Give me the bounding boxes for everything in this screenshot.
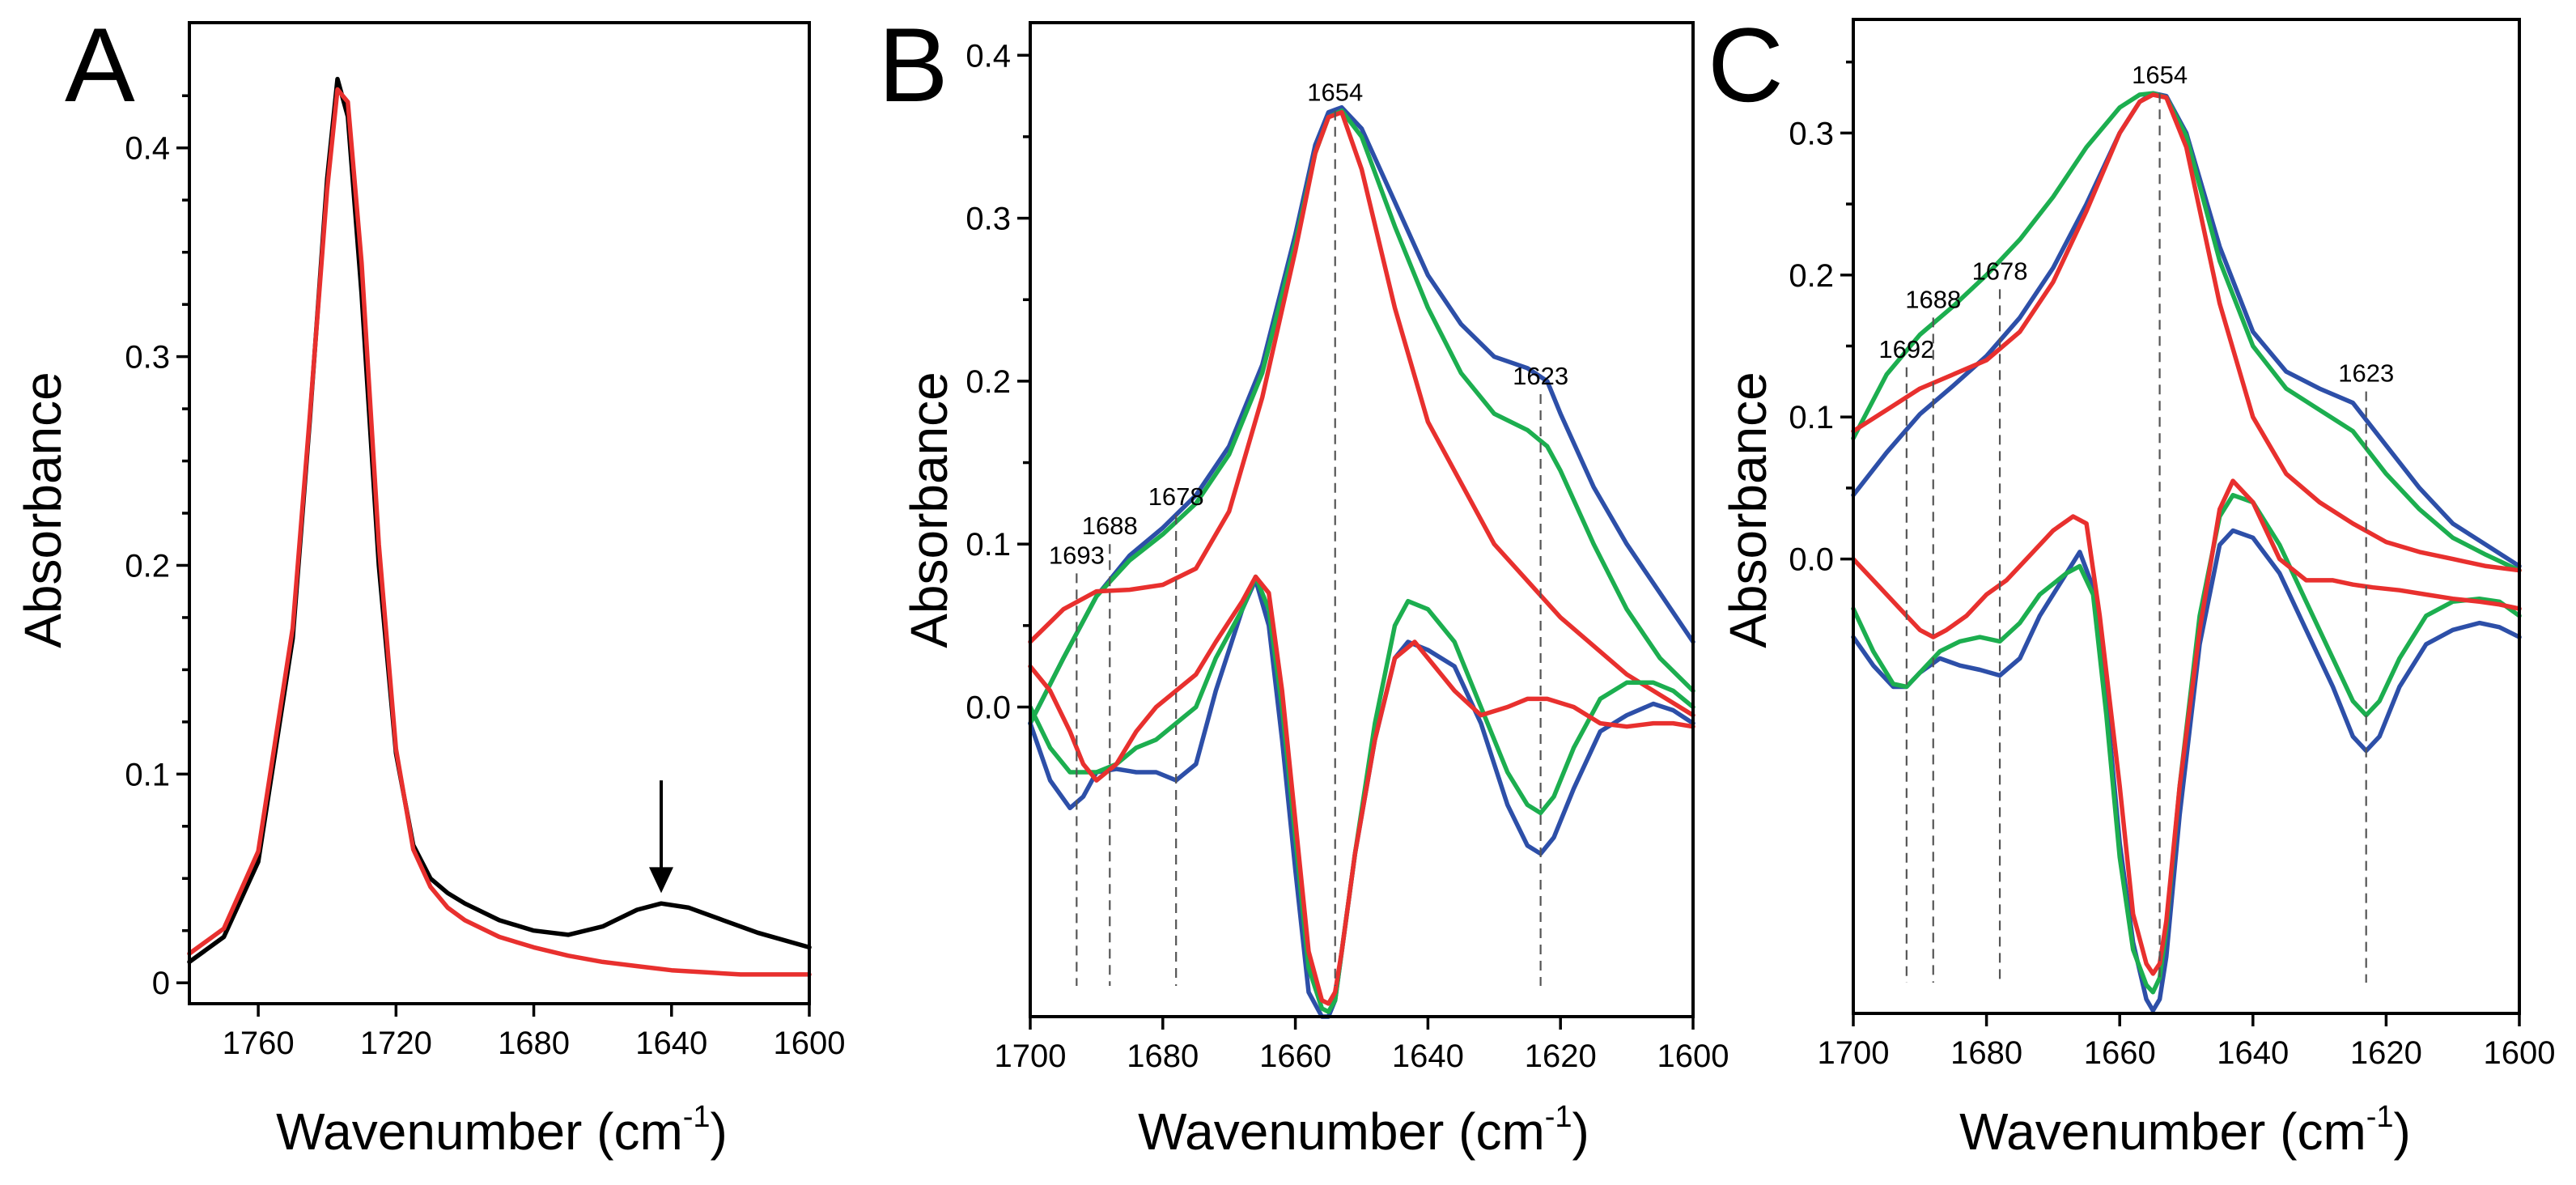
plot-frame bbox=[188, 21, 811, 1005]
y-tick-label: 0.0 bbox=[965, 690, 1011, 726]
series-blue-absorbance-line bbox=[1851, 91, 2522, 569]
series-blue-absorbance-line bbox=[1028, 104, 1695, 726]
series-red-absorbance-line bbox=[1028, 109, 1695, 718]
panel-c: C 0.0 0.1 0.2 0.3 1700 1680 1660 1640 1620 1600 Abs… bbox=[1708, 6, 2555, 1161]
x-tick-label: 1660 bbox=[1259, 1038, 1331, 1074]
plot-frame bbox=[1852, 18, 2521, 1015]
y-tick-label: 0.0 bbox=[1789, 542, 1834, 578]
panel-a: A 0 0.1 0.2 0.3 0.4 1760 1720 1680 1640 1600 Absorb… bbox=[14, 6, 845, 1161]
x-axis-label-main: Wavenumber (cm bbox=[276, 1102, 683, 1161]
peak-label: 1654 bbox=[1307, 79, 1363, 107]
x-axis-label-superscript: -1 bbox=[2366, 1100, 2394, 1134]
x-tick-label: 1600 bbox=[1657, 1038, 1729, 1074]
y-tick-label: 0.2 bbox=[965, 364, 1011, 400]
x-tick-label: 1600 bbox=[774, 1026, 846, 1061]
panel-letter: C bbox=[1708, 6, 1784, 124]
x-axis-label-tail: ) bbox=[711, 1102, 728, 1161]
x-tick-label: 1620 bbox=[2350, 1035, 2422, 1071]
panel-letter: B bbox=[878, 6, 948, 124]
x-tick-label: 1680 bbox=[1127, 1038, 1199, 1074]
series-red-second-derivative-line bbox=[1028, 574, 1695, 1006]
x-tick-label: 1640 bbox=[635, 1026, 707, 1061]
peak-label: 1678 bbox=[1148, 482, 1204, 511]
series-red-second-derivative-line bbox=[1851, 478, 2522, 976]
arrow-icon-head bbox=[649, 867, 674, 894]
series-green-second-derivative-line bbox=[1028, 574, 1695, 1014]
x-axis-label-tail: ) bbox=[2394, 1102, 2411, 1161]
y-tick-label: 0.4 bbox=[965, 38, 1011, 74]
series-green-second-derivative-line bbox=[1851, 492, 2522, 995]
peak-label: 1688 bbox=[1082, 512, 1138, 540]
series-group bbox=[187, 76, 812, 977]
x-tick-label: 1620 bbox=[1525, 1038, 1597, 1074]
x-tick-label: 1700 bbox=[995, 1038, 1067, 1074]
series-green-absorbance-line bbox=[1028, 108, 1695, 726]
peak-label: 1654 bbox=[2132, 61, 2188, 89]
x-tick-label: 1700 bbox=[1818, 1035, 1890, 1071]
y-tick-label: 0.1 bbox=[1789, 400, 1834, 435]
x-tick-label: 1680 bbox=[1950, 1035, 2022, 1071]
y-tick-label: 0.3 bbox=[125, 340, 170, 376]
x-tick-label: 1660 bbox=[2084, 1035, 2156, 1071]
panel-b: B 0.0 0.1 0.2 0.3 0.4 1700 1680 1660 1640 1620 1600… bbox=[878, 6, 1729, 1161]
y-axis-label: Absorbance bbox=[1719, 372, 1777, 648]
peak-label: 1623 bbox=[2338, 359, 2394, 388]
y-tick-label: 0.3 bbox=[1789, 116, 1834, 151]
y-axis-label: Absorbance bbox=[14, 372, 72, 648]
y-tick-label: 0.1 bbox=[965, 527, 1011, 563]
x-tick-label: 1760 bbox=[223, 1026, 295, 1061]
y-tick-label: 0.1 bbox=[125, 757, 170, 792]
series-black-line bbox=[187, 76, 812, 965]
x-axis-label-superscript: -1 bbox=[1545, 1100, 1572, 1134]
y-tick-label: 0 bbox=[152, 966, 170, 1001]
x-axis-label: Wavenumber (cm-1) bbox=[276, 1100, 728, 1161]
y-tick-label: 0.2 bbox=[125, 548, 170, 584]
x-tick-label: 1720 bbox=[360, 1026, 432, 1061]
y-tick-label: 0.3 bbox=[965, 202, 1011, 237]
series-group bbox=[1851, 91, 2522, 1013]
peak-label: 1688 bbox=[1905, 285, 1961, 313]
panel-letter: A bbox=[65, 6, 135, 124]
x-axis-label-superscript: -1 bbox=[683, 1100, 711, 1134]
series-blue-second-derivative-line bbox=[1851, 528, 2522, 1013]
series-group bbox=[1028, 104, 1695, 1019]
peak-label: 1623 bbox=[1513, 362, 1568, 390]
x-tick-label: 1640 bbox=[2217, 1035, 2289, 1071]
y-axis-label: Absorbance bbox=[900, 372, 958, 648]
series-green-absorbance-line bbox=[1851, 91, 2522, 573]
series-red-absorbance-line bbox=[1851, 92, 2522, 573]
x-axis-label-tail: ) bbox=[1572, 1102, 1589, 1161]
series-red-line bbox=[187, 87, 812, 977]
x-tick-label: 1600 bbox=[2484, 1035, 2556, 1071]
x-axis-label: Wavenumber (cm-1) bbox=[1138, 1100, 1589, 1161]
x-axis-label: Wavenumber (cm-1) bbox=[1959, 1100, 2411, 1161]
y-tick-label: 0.4 bbox=[125, 131, 170, 167]
x-axis-label-main: Wavenumber (cm bbox=[1959, 1102, 2366, 1161]
x-axis-label-main: Wavenumber (cm bbox=[1138, 1102, 1545, 1161]
peak-label: 1693 bbox=[1049, 541, 1105, 569]
plot-frame bbox=[1029, 21, 1695, 1018]
x-tick-label: 1680 bbox=[498, 1026, 570, 1061]
x-tick-label: 1640 bbox=[1392, 1038, 1464, 1074]
peak-label: 1692 bbox=[1878, 335, 1934, 363]
y-tick-label: 0.2 bbox=[1789, 258, 1834, 294]
peak-label: 1678 bbox=[1972, 257, 2028, 285]
